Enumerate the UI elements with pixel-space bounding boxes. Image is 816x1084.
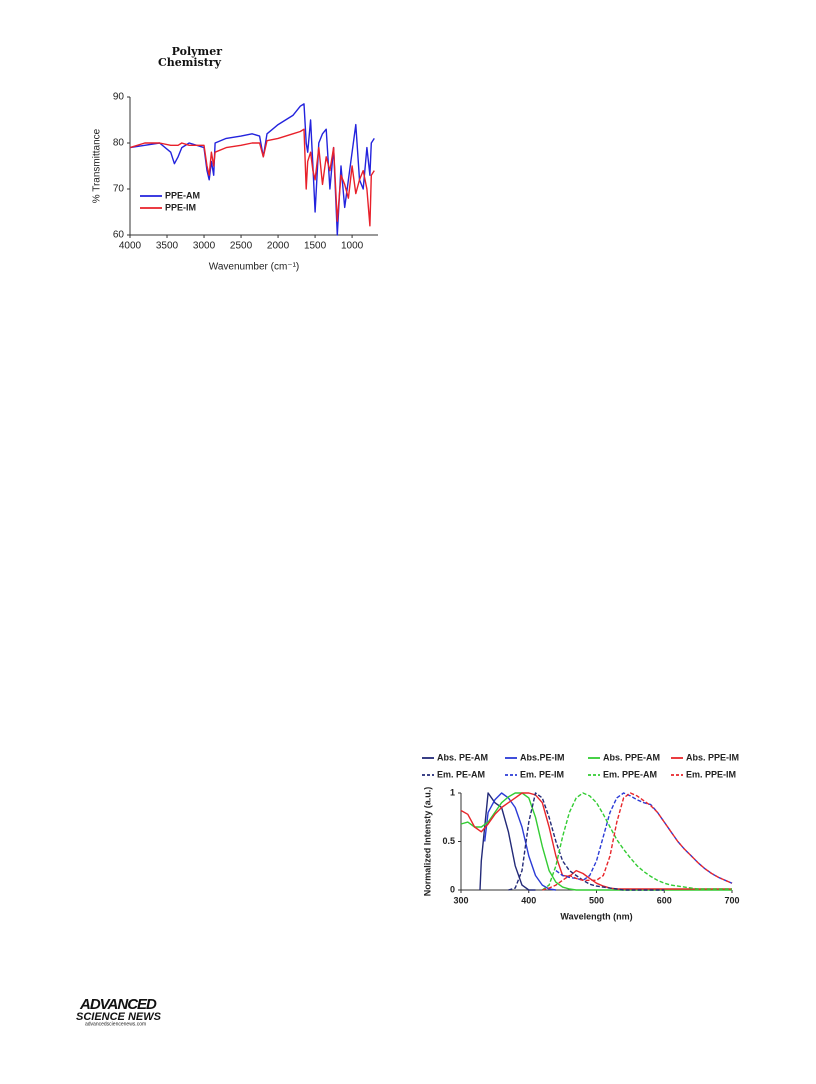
x-tick-label: 600 xyxy=(657,895,672,905)
y-axis-label: % Transmittance xyxy=(92,128,103,203)
legend-label: Abs. PE-AM xyxy=(437,752,488,762)
x-tick-label: 2000 xyxy=(267,241,290,252)
series-line xyxy=(479,792,536,891)
x-tick-label: 3500 xyxy=(156,241,179,252)
y-tick-label: 1 xyxy=(450,787,455,797)
legend-label: Em. PE-IM xyxy=(520,769,564,779)
y-tick-label: 70 xyxy=(113,184,125,195)
y-tick-label: 60 xyxy=(113,230,125,241)
series-line xyxy=(555,792,733,884)
y-tick-label: 0 xyxy=(450,884,455,894)
y-axis-label: Normalized Intensty (a.u.) xyxy=(422,787,432,897)
legend-label: Em. PE-AM xyxy=(437,769,485,779)
x-tick-label: 500 xyxy=(589,895,604,905)
x-tick-label: 300 xyxy=(453,895,468,905)
x-tick-label: 1000 xyxy=(341,241,364,252)
series-line xyxy=(541,792,732,891)
x-tick-label: 400 xyxy=(521,895,536,905)
x-tick-label: 4000 xyxy=(119,241,142,252)
footer-url: advancedsciencenews.com xyxy=(85,1021,146,1027)
legend-label: Em. PPE-IM xyxy=(686,769,736,779)
x-tick-label: 700 xyxy=(724,895,739,905)
x-axis-label: Wavelength (nm) xyxy=(560,911,632,921)
footer-brand: SCIENCE NEWS xyxy=(76,1011,162,1023)
y-tick-label: 90 xyxy=(113,92,125,103)
series-line xyxy=(484,792,557,891)
series-line xyxy=(508,792,665,891)
y-tick-label: 0.5 xyxy=(442,836,455,846)
journal-name: Polymer xyxy=(172,45,223,58)
x-axis-label: Wavenumber (cm⁻¹) xyxy=(209,262,299,273)
legend-label: PPE-IM xyxy=(165,202,196,212)
legend-label: Abs.PE-IM xyxy=(520,752,565,762)
series-line xyxy=(460,792,732,890)
x-tick-label: 3000 xyxy=(193,241,216,252)
legend-label: Abs. PPE-AM xyxy=(603,752,660,762)
journal-name: Chemistry xyxy=(158,56,222,69)
x-tick-label: 1500 xyxy=(304,241,327,252)
x-tick-label: 2500 xyxy=(230,241,253,252)
footer-brand: ADVANCED xyxy=(79,996,157,1013)
legend-label: PPE-AM xyxy=(165,190,200,200)
legend-label: Abs. PPE-IM xyxy=(686,752,739,762)
series-line xyxy=(129,128,375,227)
series-line xyxy=(542,792,733,891)
y-tick-label: 80 xyxy=(113,138,125,149)
legend-label: Em. PPE-AM xyxy=(603,769,657,779)
